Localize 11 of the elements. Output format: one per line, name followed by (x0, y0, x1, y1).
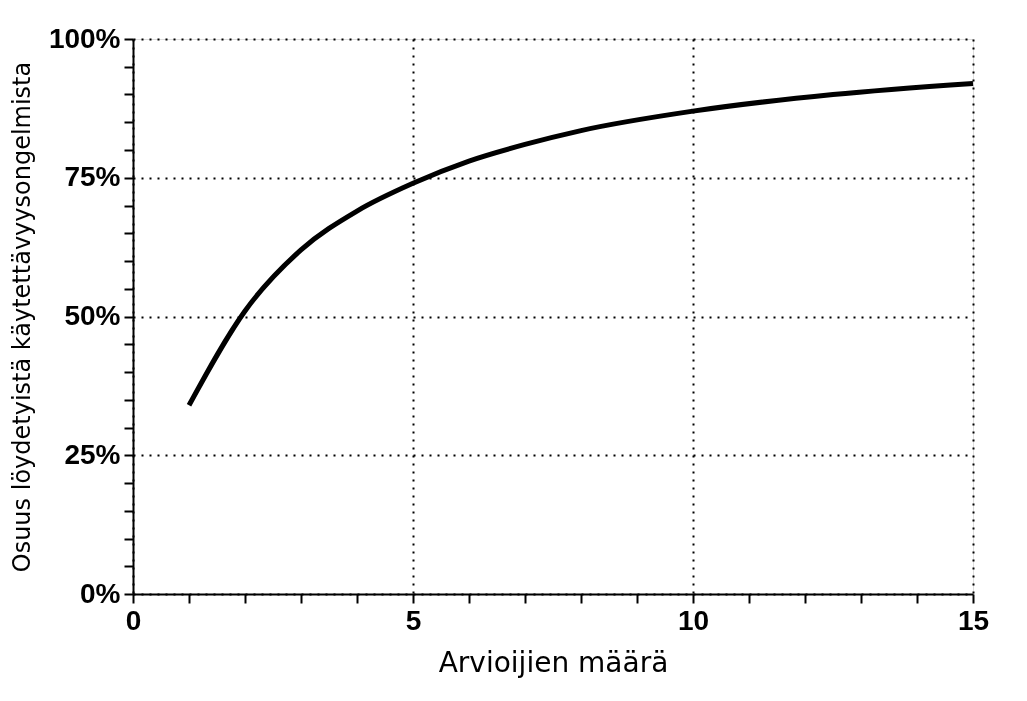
x-axis-title: Arvioijien määrä (438, 645, 669, 679)
x-tick-label: 0 (125, 604, 142, 636)
x-tick-label: 15 (957, 604, 990, 636)
x-tick-label: 5 (405, 604, 422, 636)
y-tick-label: 0% (80, 577, 121, 609)
x-tick-label: 10 (677, 604, 710, 636)
y-axis-title: Osuus löydetyistä käytettävyysongelmista (7, 61, 36, 573)
y-tick-label: 50% (64, 300, 121, 331)
y-tick-label: 75% (64, 161, 121, 193)
y-tick-label: 25% (64, 438, 121, 470)
y-tick-label: 100% (48, 22, 121, 54)
